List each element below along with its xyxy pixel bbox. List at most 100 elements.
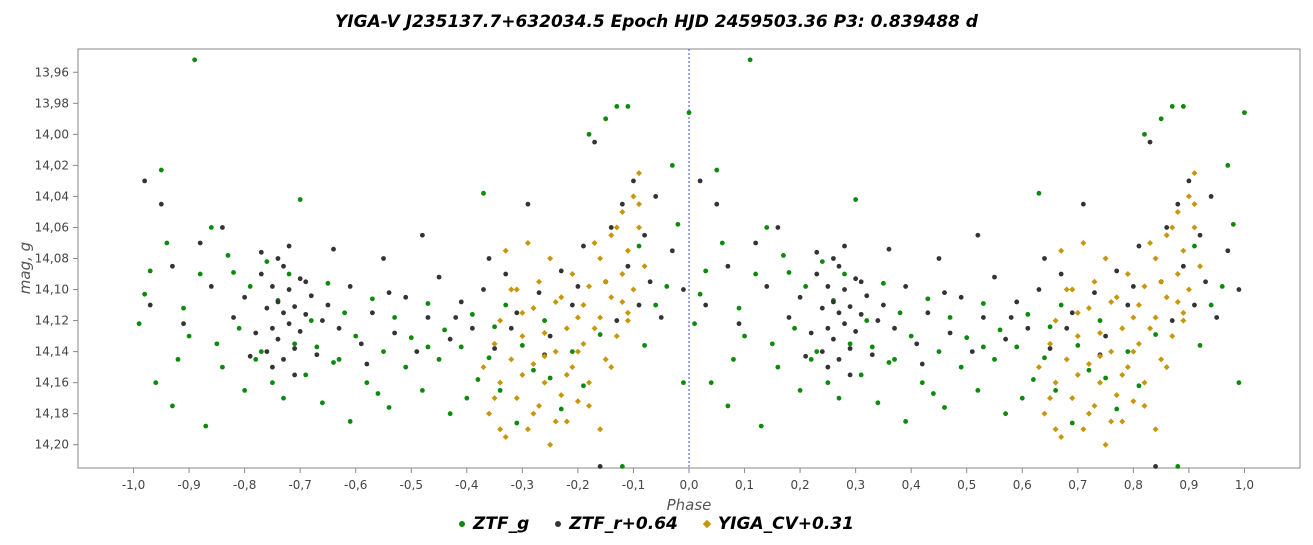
y-tick-label: 14,08 <box>35 252 69 266</box>
data-point-series-1 <box>286 287 292 292</box>
data-point-series-1 <box>1014 299 1020 305</box>
data-point-series-2 <box>1108 348 1115 355</box>
x-tick-label: -0,4 <box>455 478 478 492</box>
data-point-series-1 <box>1003 336 1009 342</box>
data-point-series-1 <box>147 302 153 308</box>
data-point-series-2 <box>608 232 615 239</box>
data-point-series-0 <box>497 388 503 393</box>
data-point-series-1 <box>270 364 275 370</box>
data-point-series-2 <box>1141 379 1148 386</box>
chart-title: YIGA-V J235137.7+632034.5 Epoch HJD 2459… <box>335 12 978 32</box>
data-point-series-0 <box>786 270 792 275</box>
data-point-series-2 <box>1130 314 1137 321</box>
data-point-series-1 <box>658 315 664 320</box>
data-point-series-1 <box>1169 318 1175 323</box>
data-point-series-2 <box>524 426 531 433</box>
data-point-series-1 <box>631 178 636 184</box>
data-point-series-1 <box>942 290 947 296</box>
data-point-series-1 <box>1069 310 1075 316</box>
data-point-series-2 <box>1141 402 1148 409</box>
data-point-series-0 <box>875 400 881 406</box>
data-point-series-2 <box>524 239 531 246</box>
y-tick-label: 14,02 <box>35 158 69 172</box>
data-point-series-0 <box>869 344 875 350</box>
legend-marker-ztf-g <box>459 521 466 527</box>
data-point-series-2 <box>580 302 587 309</box>
data-point-series-0 <box>270 380 275 386</box>
data-point-series-0 <box>1208 302 1214 308</box>
data-point-series-2 <box>530 361 537 368</box>
data-point-series-2 <box>1119 325 1126 332</box>
data-point-series-0 <box>403 364 409 370</box>
data-point-series-1 <box>297 329 303 334</box>
x-tick-label: -0,1 <box>622 478 645 492</box>
data-point-series-2 <box>1197 263 1204 270</box>
data-point-series-1 <box>1203 279 1208 285</box>
data-point-series-0 <box>853 197 859 202</box>
data-point-series-0 <box>1192 243 1197 249</box>
data-point-series-0 <box>1047 324 1053 330</box>
data-point-series-2 <box>574 314 581 321</box>
data-point-series-1 <box>347 284 353 289</box>
data-point-series-2 <box>608 294 615 301</box>
data-point-series-2 <box>1158 278 1165 285</box>
data-point-series-2 <box>541 329 548 336</box>
data-point-series-2 <box>624 309 631 316</box>
data-point-series-2 <box>558 392 565 399</box>
data-point-series-1 <box>1130 284 1136 289</box>
data-point-series-2 <box>569 271 576 278</box>
data-point-series-1 <box>414 349 420 355</box>
data-point-series-0 <box>764 225 770 230</box>
data-point-series-0 <box>1075 343 1081 348</box>
data-point-series-1 <box>836 310 842 316</box>
data-point-series-1 <box>797 294 803 300</box>
data-point-series-2 <box>586 283 593 290</box>
data-point-series-0 <box>919 380 925 386</box>
data-point-series-0 <box>997 327 1003 333</box>
data-point-series-1 <box>786 315 792 320</box>
data-point-series-2 <box>1174 298 1181 305</box>
data-point-series-1 <box>836 263 842 269</box>
data-point-series-1 <box>1025 325 1031 331</box>
data-point-series-1 <box>569 302 575 308</box>
data-point-series-0 <box>147 268 153 274</box>
data-point-series-1 <box>847 372 853 378</box>
data-point-series-1 <box>292 372 298 378</box>
data-point-series-1 <box>275 256 281 261</box>
data-point-series-1 <box>503 271 509 277</box>
data-point-series-2 <box>636 224 643 231</box>
data-point-series-0 <box>331 360 336 365</box>
data-point-series-2 <box>1113 392 1120 399</box>
data-point-series-0 <box>980 344 986 350</box>
data-point-series-0 <box>1242 110 1247 116</box>
data-point-series-0 <box>758 423 764 429</box>
data-point-series-2 <box>536 278 543 285</box>
data-point-series-0 <box>975 388 981 393</box>
data-point-series-2 <box>1047 395 1054 402</box>
data-point-series-2 <box>513 286 520 293</box>
y-axis-title: mag, g <box>16 242 34 294</box>
data-point-series-1 <box>764 284 770 289</box>
data-point-series-2 <box>619 271 626 278</box>
data-point-series-0 <box>347 419 353 424</box>
data-point-series-2 <box>1108 298 1115 305</box>
x-tick-label: 0,9 <box>1179 478 1198 492</box>
data-point-series-1 <box>514 310 520 316</box>
data-point-series-2 <box>1102 441 1109 448</box>
data-point-series-0 <box>847 341 853 347</box>
data-point-series-0 <box>892 356 897 362</box>
data-point-series-1 <box>842 287 847 292</box>
data-point-series-1 <box>803 353 809 359</box>
data-point-series-0 <box>742 333 747 339</box>
data-point-series-2 <box>1074 333 1081 340</box>
data-point-series-0 <box>203 423 209 429</box>
data-point-series-2 <box>1158 356 1165 363</box>
data-point-series-1 <box>831 256 836 261</box>
data-point-series-1 <box>281 310 286 316</box>
data-point-series-0 <box>1003 411 1009 417</box>
data-point-series-0 <box>208 225 214 230</box>
data-point-series-0 <box>425 301 431 306</box>
data-point-series-0 <box>353 333 359 339</box>
data-point-series-2 <box>597 426 604 433</box>
